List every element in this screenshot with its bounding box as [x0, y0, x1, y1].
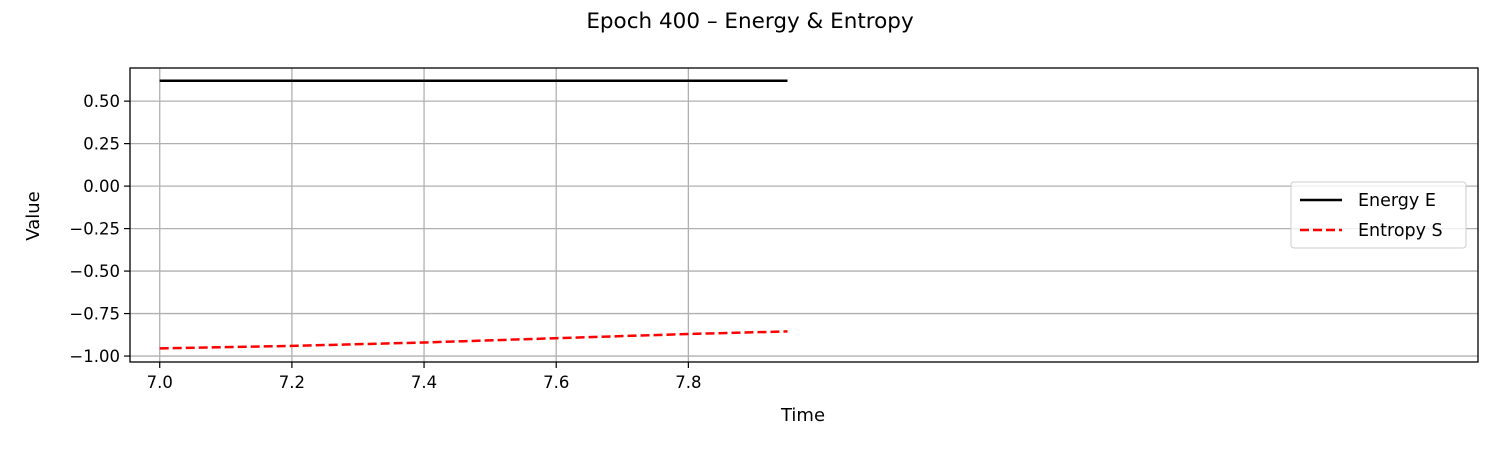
x-tick-label: 7.4	[411, 373, 437, 392]
x-axis: 7.0 7.2 7.4 7.6 7.8	[147, 362, 701, 392]
x-tick-label: 7.2	[279, 373, 305, 392]
legend-box	[1290, 181, 1467, 249]
legend: Energy E Entropy S	[1290, 181, 1467, 249]
grid	[130, 68, 1478, 362]
y-tick-label: 0.25	[83, 135, 120, 154]
y-tick-label: 0.50	[83, 92, 120, 111]
y-tick-label: −0.75	[69, 305, 120, 324]
legend-label-energy: Energy E	[1358, 191, 1436, 211]
y-tick-label: 0.00	[83, 177, 120, 196]
y-tick-label: −0.50	[69, 262, 120, 281]
y-tick-label: −0.25	[69, 220, 120, 239]
y-axis-label: Value	[23, 191, 44, 240]
x-tick-label: 7.6	[543, 373, 569, 392]
series-layer	[159, 79, 788, 350]
y-axis: 0.50 0.25 0.00 −0.25 −0.50 −0.75 −1.00	[69, 92, 130, 366]
y-tick-label: −1.00	[69, 347, 120, 366]
plot-frame	[129, 67, 1479, 363]
series-line-entropy	[159, 330, 788, 350]
x-tick-label: 7.0	[147, 373, 173, 392]
legend-label-entropy: Entropy S	[1358, 221, 1443, 241]
x-tick-label: 7.8	[675, 373, 701, 392]
chart-title: Epoch 400 – Energy & Entropy	[586, 9, 914, 34]
x-axis-label: Time	[780, 405, 825, 426]
